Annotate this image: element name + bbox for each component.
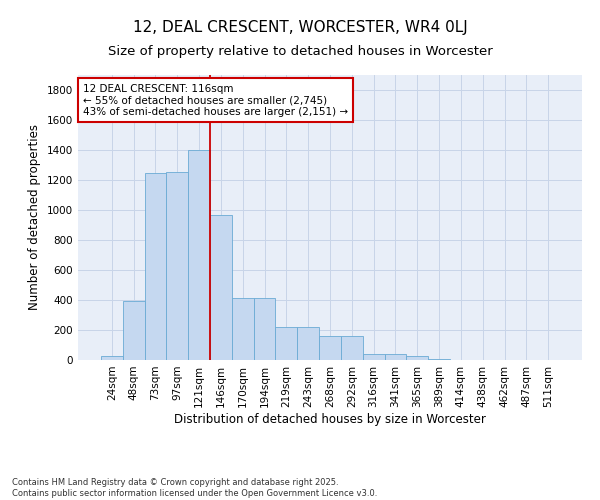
Text: 12 DEAL CRESCENT: 116sqm
← 55% of detached houses are smaller (2,745)
43% of sem: 12 DEAL CRESCENT: 116sqm ← 55% of detach… [83, 84, 348, 116]
Bar [101, 356, 123, 360]
Bar [319, 336, 341, 360]
X-axis label: Distribution of detached houses by size in Worcester: Distribution of detached houses by size … [174, 412, 486, 426]
Bar [232, 298, 254, 360]
Bar [275, 327, 297, 360]
Bar [406, 356, 428, 360]
Text: Size of property relative to detached houses in Worcester: Size of property relative to detached ho… [107, 45, 493, 58]
Text: 12, DEAL CRESCENT, WORCESTER, WR4 0LJ: 12, DEAL CRESCENT, WORCESTER, WR4 0LJ [133, 20, 467, 35]
Bar [385, 354, 406, 360]
Y-axis label: Number of detached properties: Number of detached properties [28, 124, 41, 310]
Bar [341, 336, 363, 360]
Bar [188, 150, 210, 360]
Bar [297, 327, 319, 360]
Bar [428, 358, 450, 360]
Bar [166, 172, 188, 360]
Bar [254, 298, 275, 360]
Text: Contains HM Land Registry data © Crown copyright and database right 2025.
Contai: Contains HM Land Registry data © Crown c… [12, 478, 377, 498]
Bar [123, 300, 145, 360]
Bar [210, 214, 232, 360]
Bar [363, 354, 385, 360]
Bar [145, 172, 166, 360]
